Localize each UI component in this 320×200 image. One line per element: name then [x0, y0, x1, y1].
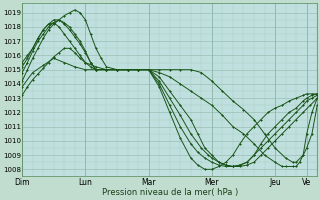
- X-axis label: Pression niveau de la mer( hPa ): Pression niveau de la mer( hPa ): [101, 188, 238, 197]
